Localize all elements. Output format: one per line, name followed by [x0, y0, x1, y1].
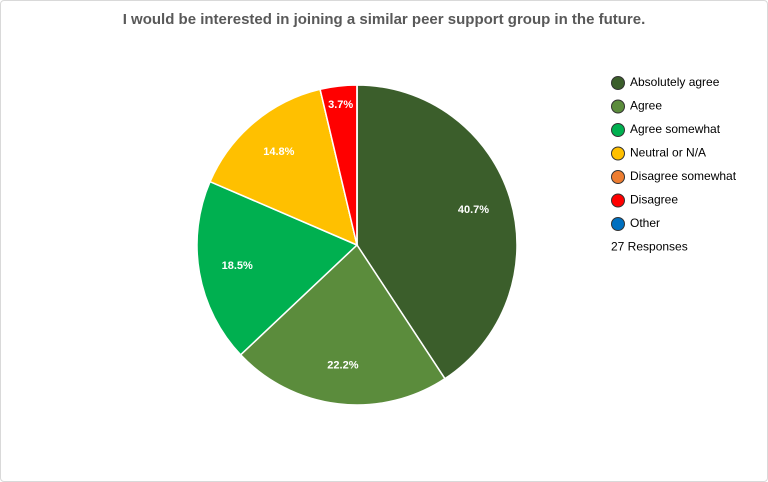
legend-label: Neutral or N/A: [630, 146, 706, 160]
legend-marker: [611, 217, 625, 231]
pie-slice: [239, 243, 446, 406]
legend-marker: [611, 76, 625, 90]
legend-label: Other: [630, 216, 660, 230]
legend-label: Agree: [630, 99, 662, 113]
legend-label: Disagree: [630, 193, 678, 207]
slice-label: 40.7%: [458, 204, 489, 216]
slice-label: 18.5%: [222, 260, 253, 272]
chart-title: I would be interested in joining a simil…: [123, 11, 646, 28]
legend-marker: [611, 123, 625, 137]
slice-label: 22.2%: [327, 360, 358, 372]
legend-marker: [611, 146, 625, 161]
response-count: 27 Responses: [611, 240, 688, 254]
legend-marker: [611, 193, 625, 208]
pie-slice: [209, 88, 359, 247]
legend-marker: [611, 99, 625, 114]
legend-marker: [611, 170, 625, 184]
legend-label: Disagree somewhat: [630, 169, 737, 183]
slice-label: 3.7%: [328, 99, 353, 111]
legend-label: Absolutely agree: [630, 75, 720, 89]
slice-label: 14.8%: [263, 146, 294, 158]
legend-label: Agree somewhat: [630, 122, 721, 136]
pie-slice: [196, 180, 359, 356]
